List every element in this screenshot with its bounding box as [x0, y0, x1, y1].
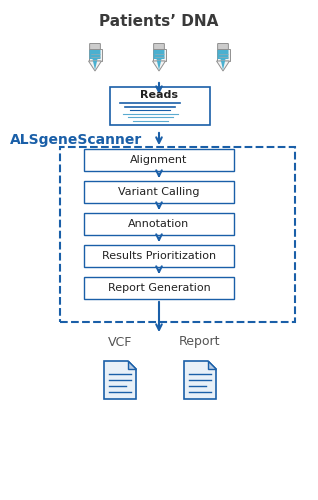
FancyBboxPatch shape	[84, 213, 234, 235]
Polygon shape	[154, 50, 164, 70]
Text: Variant Calling: Variant Calling	[118, 187, 200, 197]
FancyBboxPatch shape	[84, 149, 234, 171]
Text: Annotation: Annotation	[128, 219, 190, 229]
Bar	[217, 49, 230, 61]
FancyBboxPatch shape	[154, 44, 164, 50]
Bar	[88, 49, 101, 61]
Polygon shape	[218, 50, 229, 70]
Polygon shape	[217, 61, 230, 71]
Polygon shape	[184, 361, 216, 399]
FancyBboxPatch shape	[110, 87, 210, 125]
Bar	[153, 49, 165, 61]
Bar	[60, 147, 295, 322]
FancyBboxPatch shape	[90, 44, 100, 50]
Text: Report: Report	[179, 336, 221, 348]
Text: Report Generation: Report Generation	[107, 283, 211, 293]
Text: VCF: VCF	[108, 336, 132, 348]
Text: ALSgeneScanner: ALSgeneScanner	[10, 133, 142, 147]
Polygon shape	[153, 61, 165, 71]
Text: Reads: Reads	[140, 90, 178, 100]
FancyBboxPatch shape	[218, 44, 228, 50]
Text: Patients’ DNA: Patients’ DNA	[99, 14, 219, 30]
FancyBboxPatch shape	[84, 277, 234, 299]
FancyBboxPatch shape	[84, 245, 234, 267]
Polygon shape	[128, 361, 136, 369]
FancyBboxPatch shape	[84, 181, 234, 203]
Text: Results Prioritization: Results Prioritization	[102, 251, 216, 261]
Polygon shape	[104, 361, 136, 399]
Polygon shape	[88, 61, 101, 71]
Polygon shape	[89, 50, 100, 70]
Polygon shape	[208, 361, 216, 369]
Text: Alignment: Alignment	[130, 155, 188, 165]
